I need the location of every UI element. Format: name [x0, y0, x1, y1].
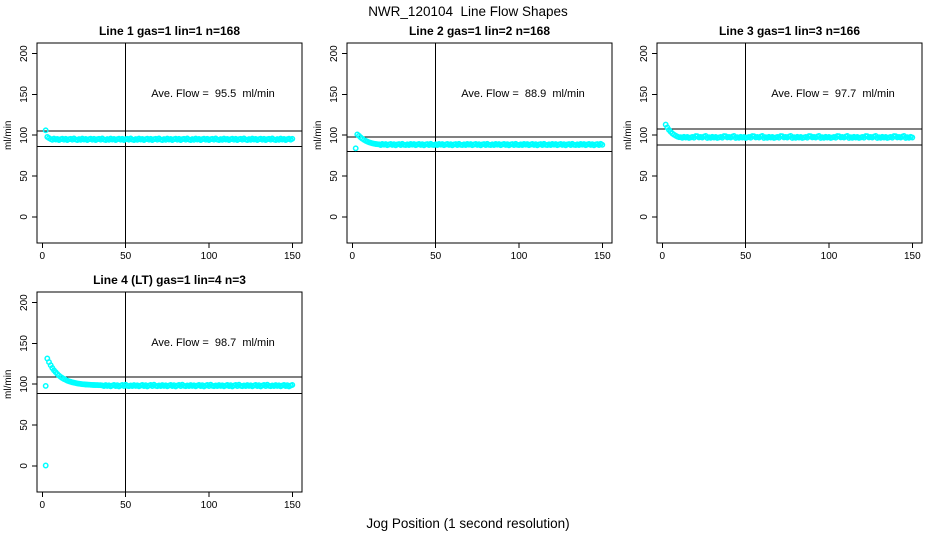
x-axis-label: Jog Position (1 second resolution): [366, 516, 570, 531]
plot-box: [656, 42, 923, 244]
y-tick-label: 200: [19, 294, 30, 311]
panel-line-2: 0 50 100 150 0 50 100 150 200 ml/min Line 2 gas=1 …: [310, 10, 620, 278]
y-tick-label: 200: [329, 45, 340, 62]
y-tick-label: 50: [19, 170, 30, 182]
x-tick-label: 0: [40, 500, 46, 511]
reference-lines: [37, 43, 302, 243]
y-tick-label: 0: [639, 214, 650, 220]
y-axis-ticks: [32, 53, 37, 218]
y-tick-label: 100: [639, 126, 650, 143]
y-tick-label: 150: [329, 86, 340, 103]
y-axis-unit-label: ml/min: [623, 121, 634, 150]
y-axis-ticks: [652, 53, 657, 218]
x-tick-label: 100: [201, 500, 218, 511]
y-tick-label: 50: [639, 170, 650, 182]
x-axis-ticks: [661, 243, 913, 248]
plot-box: [36, 42, 303, 244]
panel-title: Line 1 gas=1 lin=1 n=168: [99, 24, 240, 38]
y-tick-label: 150: [19, 335, 30, 352]
panel-title: Line 2 gas=1 lin=2 n=168: [409, 24, 550, 38]
y-tick-label: 150: [639, 86, 650, 103]
y-tick-label: 100: [329, 126, 340, 143]
ave-flow-annotation: Ave. Flow = 98.7 ml/min: [151, 337, 275, 349]
x-tick-label: 50: [430, 251, 442, 262]
data-points: [662, 121, 916, 141]
x-axis-ticks: [41, 492, 293, 497]
x-tick-label: 0: [660, 251, 666, 262]
x-tick-label: 150: [284, 500, 301, 511]
x-tick-label: 150: [594, 251, 611, 262]
y-axis-ticks: [32, 302, 37, 467]
y-axis-ticks: [342, 53, 347, 218]
x-tick-label: 0: [40, 251, 46, 262]
reference-lines: [657, 43, 922, 243]
x-axis-ticks: [41, 243, 293, 248]
x-tick-label: 150: [904, 251, 921, 262]
panel-line-4: 0 50 100 150 0 50 100 150 200 ml/min Line 4 (LT) g…: [0, 259, 310, 527]
plot-box: [36, 291, 303, 493]
y-tick-label: 200: [639, 45, 650, 62]
x-tick-label: 50: [120, 500, 132, 511]
ave-flow-annotation: Ave. Flow = 97.7 ml/min: [771, 88, 895, 100]
data-points: [352, 131, 606, 152]
data-points: [42, 127, 296, 144]
x-axis-ticks: [351, 243, 603, 248]
panel-line-1: 0 50 100 150 0 50 100 150 200 ml/min Line 1 gas=1 …: [0, 10, 310, 278]
x-tick-label: 50: [120, 251, 132, 262]
y-tick-label: 0: [19, 214, 30, 220]
y-tick-label: 200: [19, 45, 30, 62]
figure-title: NWR_120104 Line Flow Shapes: [368, 4, 568, 19]
panel-line-3: 0 50 100 150 0 50 100 150 200 ml/min Line 3 gas=1 …: [620, 10, 930, 278]
plot-box: [346, 42, 613, 244]
panel-title: Line 4 (LT) gas=1 lin=4 n=3: [93, 273, 246, 287]
y-tick-label: 50: [329, 170, 340, 182]
y-tick-label: 100: [19, 126, 30, 143]
ave-flow-annotation: Ave. Flow = 95.5 ml/min: [151, 88, 275, 100]
y-tick-label: 0: [19, 463, 30, 469]
panel-title: Line 3 gas=1 lin=3 n=166: [719, 24, 860, 38]
y-axis-unit-label: ml/min: [3, 370, 14, 399]
reference-lines: [37, 292, 302, 492]
y-tick-label: 50: [19, 419, 30, 431]
data-points: [42, 355, 296, 469]
x-tick-label: 150: [284, 251, 301, 262]
ave-flow-annotation: Ave. Flow = 88.9 ml/min: [461, 88, 585, 100]
x-tick-label: 100: [821, 251, 838, 262]
x-tick-label: 100: [201, 251, 218, 262]
x-tick-label: 50: [740, 251, 752, 262]
x-tick-label: 0: [350, 251, 356, 262]
y-tick-label: 150: [19, 86, 30, 103]
y-axis-unit-label: ml/min: [3, 121, 14, 150]
y-tick-label: 100: [19, 375, 30, 392]
y-tick-label: 0: [329, 214, 340, 220]
x-tick-label: 100: [511, 251, 528, 262]
y-axis-unit-label: ml/min: [313, 121, 324, 150]
